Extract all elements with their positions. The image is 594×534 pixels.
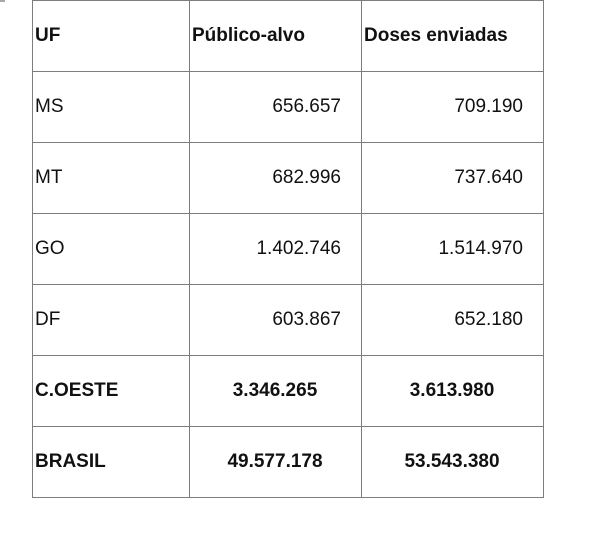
cell-doses-enviadas: 652.180 [361, 284, 544, 356]
header-doses-enviadas: Doses enviadas [361, 0, 544, 72]
table-row: MS 656.657 709.190 [32, 71, 544, 143]
header-uf: UF [32, 0, 190, 72]
cell-publico-alvo: 656.657 [189, 71, 362, 143]
cell-uf: MS [32, 71, 190, 143]
cell-publico-alvo: 682.996 [189, 142, 362, 214]
table-row: MT 682.996 737.640 [32, 142, 544, 214]
cell-uf: BRASIL [32, 426, 190, 498]
cell-uf: DF [32, 284, 190, 356]
table-header-row: UF Público-alvo Doses enviadas [32, 0, 544, 72]
cell-doses-enviadas: 3.613.980 [361, 355, 544, 427]
cell-doses-enviadas: 737.640 [361, 142, 544, 214]
cell-publico-alvo: 603.867 [189, 284, 362, 356]
cell-uf: C.OESTE [32, 355, 190, 427]
header-publico-alvo: Público-alvo [189, 0, 362, 72]
table-row: GO 1.402.746 1.514.970 [32, 213, 544, 285]
cell-publico-alvo: 3.346.265 [189, 355, 362, 427]
table-total-row: C.OESTE 3.346.265 3.613.980 [32, 355, 544, 427]
cell-publico-alvo: 1.402.746 [189, 213, 362, 285]
cell-doses-enviadas: 709.190 [361, 71, 544, 143]
cell-doses-enviadas: 1.514.970 [361, 213, 544, 285]
cell-doses-enviadas: 53.543.380 [361, 426, 544, 498]
cell-uf: MT [32, 142, 190, 214]
page-edge-divider [0, 0, 5, 2]
cell-uf: GO [32, 213, 190, 285]
cell-publico-alvo: 49.577.178 [189, 426, 362, 498]
table-total-row: BRASIL 49.577.178 53.543.380 [32, 426, 544, 498]
vaccine-doses-table: UF Público-alvo Doses enviadas MS 656.65… [32, 0, 544, 498]
table-row: DF 603.867 652.180 [32, 284, 544, 356]
